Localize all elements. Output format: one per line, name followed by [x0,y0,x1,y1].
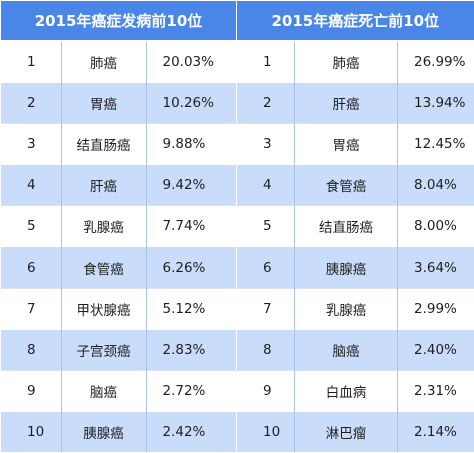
percentage-cell: 9.88% [146,123,236,165]
percentage-cell: 9.42% [146,164,236,206]
rank-cell: 7 [236,287,295,330]
rank-cell: 2 [1,82,62,124]
cancer-type-cell: 食管癌 [294,164,398,206]
table-row: 4 肝癌 9.42% [1,164,236,206]
table-row: 3 胃癌 12.45% [236,123,474,165]
percentage-cell: 13.94% [397,82,474,124]
cancer-type-cell: 胃癌 [294,123,398,165]
table-row: 7 乳腺癌 2.99% [236,287,474,330]
rank-cell: 7 [1,287,62,330]
rank-cell: 3 [1,123,62,165]
incidence-table-body: 1 肺癌 20.03% 2 胃癌 10.26% 3 结直肠癌 9.88% 4 肝癌 9.42% 5 乳腺癌… [1,40,236,452]
table-row: 8 子宫颈癌 2.83% [1,328,236,371]
percentage-cell: 12.45% [397,123,474,165]
percentage-cell: 8.00% [397,205,474,247]
percentage-cell: 2.31% [397,369,474,412]
incidence-header-row: 2015年癌症发病前10位 [1,1,236,42]
incidence-table-title: 2015年癌症发病前10位 [1,1,236,42]
rank-cell: 9 [236,369,295,412]
table-row: 3 结直肠癌 9.88% [1,123,236,165]
rank-cell: 10 [236,410,295,452]
mortality-header-row: 2015年癌症死亡前10位 [236,1,474,42]
percentage-cell: 20.03% [146,40,236,83]
percentage-cell: 5.12% [146,287,236,330]
rank-cell: 2 [236,82,295,124]
table-row: 9 脑癌 2.72% [1,369,236,412]
cancer-type-cell: 胰腺癌 [61,410,147,452]
rank-cell: 5 [236,205,295,247]
rank-cell: 6 [236,246,295,289]
percentage-cell: 2.40% [397,328,474,371]
table-row: 8 脑癌 2.40% [236,328,474,371]
percentage-cell: 3.64% [397,246,474,289]
rank-cell: 9 [1,369,62,412]
cancer-type-cell: 食管癌 [61,246,147,289]
cancer-type-cell: 胃癌 [61,82,147,124]
table-row: 10 胰腺癌 2.42% [1,410,236,452]
cancer-type-cell: 结直肠癌 [61,123,147,165]
cancer-type-cell: 肺癌 [294,40,398,83]
rank-cell: 1 [236,40,295,83]
rank-cell: 10 [1,410,62,452]
table-row: 1 肺癌 26.99% [236,40,474,83]
percentage-cell: 2.99% [397,287,474,330]
percentage-cell: 10.26% [146,82,236,124]
rank-cell: 8 [236,328,295,371]
cancer-type-cell: 结直肠癌 [294,205,398,247]
rank-cell: 5 [1,205,62,247]
cancer-type-cell: 肝癌 [294,82,398,124]
cancer-type-cell: 脑癌 [61,369,147,412]
cancer-type-cell: 脑癌 [294,328,398,371]
table-row: 4 食管癌 8.04% [236,164,474,206]
rank-cell: 4 [1,164,62,206]
cancer-type-cell: 肝癌 [61,164,147,206]
percentage-cell: 26.99% [397,40,474,83]
cancer-type-cell: 肺癌 [61,40,147,83]
cancer-type-cell: 子宫颈癌 [61,328,147,371]
cancer-type-cell: 乳腺癌 [61,205,147,247]
mortality-table-body: 1 肺癌 26.99% 2 肝癌 13.94% 3 胃癌 12.45% 4 食管癌 8.04% 5 结直肠… [236,40,474,452]
table-row: 5 结直肠癌 8.00% [236,205,474,247]
cancer-type-cell: 甲状腺癌 [61,287,147,330]
percentage-cell: 8.04% [397,164,474,206]
table-row: 1 肺癌 20.03% [1,40,236,83]
rank-cell: 6 [1,246,62,289]
table-row: 9 白血病 2.31% [236,369,474,412]
percentage-cell: 2.83% [146,328,236,371]
table-row: 10 淋巴瘤 2.14% [236,410,474,452]
rank-cell: 3 [236,123,295,165]
table-row: 5 乳腺癌 7.74% [1,205,236,247]
cancer-type-cell: 淋巴瘤 [294,410,398,452]
mortality-table-title: 2015年癌症死亡前10位 [236,1,474,42]
percentage-cell: 2.42% [146,410,236,452]
percentage-cell: 2.72% [146,369,236,412]
table-row: 2 肝癌 13.94% [236,82,474,124]
rank-cell: 8 [1,328,62,371]
incidence-table: 2015年癌症发病前10位 1 肺癌 20.03% 2 胃癌 10.26% 3 结直肠癌 9.8… [1,1,236,452]
percentage-cell: 2.14% [397,410,474,452]
percentage-cell: 6.26% [146,246,236,289]
percentage-cell: 7.74% [146,205,236,247]
table-row: 7 甲状腺癌 5.12% [1,287,236,330]
cancer-type-cell: 胰腺癌 [294,246,398,289]
table-row: 6 胰腺癌 3.64% [236,246,474,289]
table-row: 6 食管癌 6.26% [1,246,236,289]
cancer-type-cell: 乳腺癌 [294,287,398,330]
table-row: 2 胃癌 10.26% [1,82,236,124]
rank-cell: 4 [236,164,295,206]
cancer-type-cell: 白血病 [294,369,398,412]
rank-cell: 1 [1,40,62,83]
mortality-table: 2015年癌症死亡前10位 1 肺癌 26.99% 2 肝癌 13.94% 3 胃癌 12.45… [236,1,474,452]
